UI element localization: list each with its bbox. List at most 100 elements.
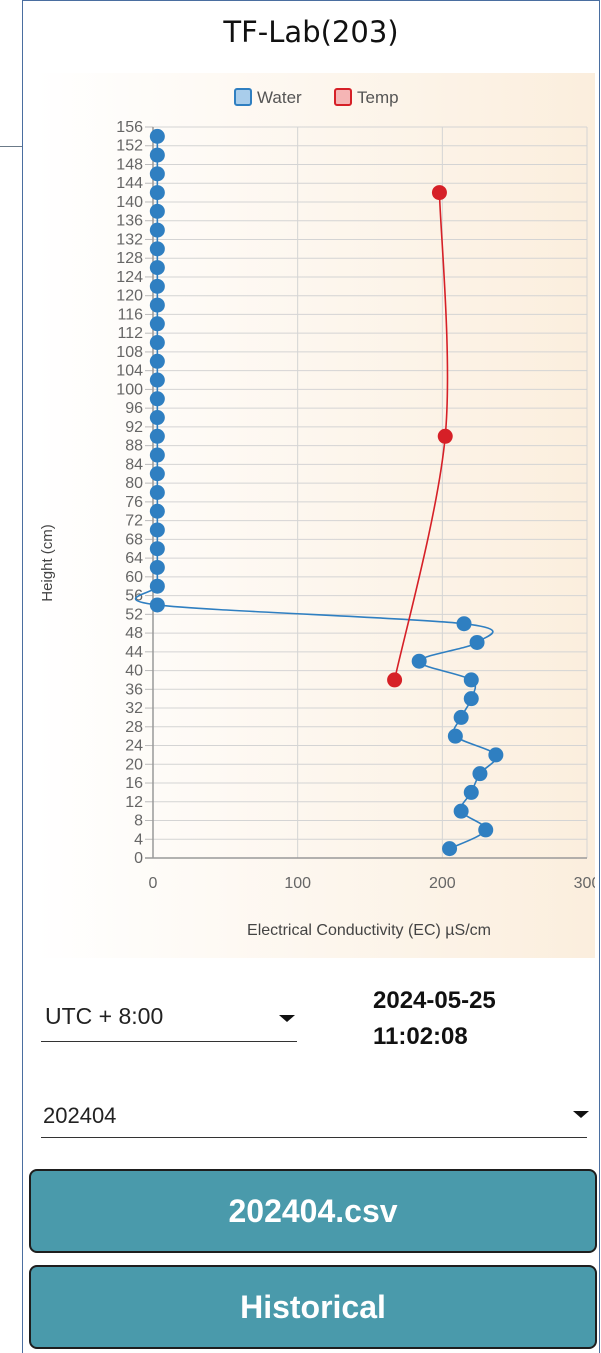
y-tick-label: 156 bbox=[116, 119, 143, 136]
y-tick-label: 52 bbox=[125, 606, 143, 623]
y-tick-label: 16 bbox=[125, 775, 143, 792]
station-panel: TF-Lab(203) 0 4 8 12 16 20 24 28 32 36 40 44 48 52 56 6… bbox=[22, 0, 600, 1353]
y-tick-label: 0 bbox=[134, 850, 143, 867]
y-tick-label: 12 bbox=[125, 794, 143, 811]
water-data-point bbox=[149, 166, 165, 182]
y-tick-label: 60 bbox=[125, 569, 143, 586]
y-tick-label: 112 bbox=[117, 325, 143, 342]
caret-down-icon bbox=[573, 1111, 589, 1118]
y-tick-label: 4 bbox=[134, 831, 143, 848]
x-tick-label: 0 bbox=[149, 875, 158, 892]
y-tick-label: 88 bbox=[125, 438, 143, 455]
y-tick-label: 76 bbox=[125, 494, 143, 511]
water-data-point bbox=[456, 616, 472, 632]
water-data-point bbox=[149, 391, 165, 407]
water-data-point bbox=[149, 503, 165, 519]
temp-data-point bbox=[387, 672, 403, 688]
y-tick-label: 140 bbox=[116, 194, 143, 211]
timezone-select[interactable]: UTC + 8:00 bbox=[41, 991, 297, 1042]
y-tick-label: 108 bbox=[116, 344, 143, 361]
water-data-point bbox=[149, 316, 165, 332]
water-data-point bbox=[149, 128, 165, 144]
water-data-point bbox=[149, 541, 165, 557]
y-tick-label: 128 bbox=[116, 250, 143, 267]
y-tick-label: 120 bbox=[116, 288, 143, 305]
y-tick-label: 136 bbox=[116, 213, 143, 230]
water-data-point bbox=[149, 147, 165, 163]
y-tick-label: 92 bbox=[125, 419, 143, 436]
x-tick-label: 200 bbox=[429, 875, 456, 892]
y-tick-label: 28 bbox=[125, 719, 143, 736]
water-data-point bbox=[149, 485, 165, 500]
y-tick-label: 8 bbox=[134, 813, 143, 830]
water-data-point bbox=[149, 447, 165, 463]
y-axis-label: Height (cm) bbox=[39, 524, 56, 602]
x-tick-label: 100 bbox=[284, 875, 311, 892]
temp-legend-swatch bbox=[334, 88, 352, 106]
y-tick-label: 40 bbox=[125, 663, 143, 680]
water-data-point bbox=[488, 747, 504, 763]
water-data-point bbox=[463, 672, 479, 688]
water-data-point bbox=[453, 803, 469, 819]
water-data-point bbox=[149, 335, 165, 351]
datetime-display: 2024-05-25 11:02:08 bbox=[373, 983, 496, 1055]
download-csv-button[interactable]: 202404.csv bbox=[29, 1169, 597, 1253]
water-data-point bbox=[469, 634, 485, 650]
water-legend-label: Water bbox=[257, 88, 302, 107]
y-tick-label: 64 bbox=[125, 550, 143, 567]
y-tick-label: 80 bbox=[125, 475, 143, 492]
y-tick-label: 104 bbox=[116, 363, 143, 380]
x-axis-label: Electrical Conductivity (EC) µS/cm bbox=[247, 922, 491, 939]
y-tick-label: 148 bbox=[116, 156, 143, 173]
y-tick-label: 116 bbox=[117, 306, 143, 323]
water-data-point bbox=[149, 410, 165, 426]
page-title: TF-Lab(203) bbox=[223, 15, 399, 49]
water-data-point bbox=[149, 466, 165, 482]
water-data-point bbox=[453, 709, 469, 725]
background-divider bbox=[0, 146, 22, 147]
water-data-point bbox=[411, 653, 427, 669]
water-data-point bbox=[463, 784, 479, 800]
water-data-point bbox=[442, 841, 458, 857]
ec-profile-chart: 0 4 8 12 16 20 24 28 32 36 40 44 48 52 56 60 64 68 72 76 80 8… bbox=[35, 73, 600, 958]
y-tick-label: 84 bbox=[125, 456, 143, 473]
y-tick-label: 96 bbox=[125, 400, 143, 417]
y-tick-label: 152 bbox=[116, 138, 143, 155]
month-select[interactable]: 202404 bbox=[41, 1091, 589, 1138]
y-tick-label: 72 bbox=[125, 513, 143, 530]
water-data-point bbox=[149, 353, 165, 369]
temp-data-point bbox=[431, 185, 447, 201]
y-tick-label: 48 bbox=[125, 625, 143, 642]
y-tick-label: 100 bbox=[116, 381, 143, 398]
water-data-point bbox=[149, 428, 165, 444]
water-data-point bbox=[149, 203, 165, 219]
water-legend-swatch bbox=[234, 88, 252, 106]
historical-button[interactable]: Historical bbox=[29, 1265, 597, 1349]
time-text: 11:02:08 bbox=[373, 1023, 468, 1050]
water-data-point bbox=[149, 222, 165, 238]
y-tick-label: 68 bbox=[125, 531, 143, 548]
y-tick-label: 56 bbox=[125, 588, 143, 605]
y-tick-label: 36 bbox=[125, 681, 143, 698]
y-tick-label: 144 bbox=[116, 175, 143, 192]
water-data-point bbox=[478, 822, 494, 838]
water-data-point bbox=[149, 559, 165, 575]
water-data-point bbox=[149, 278, 165, 294]
x-tick-label: 300 bbox=[574, 875, 595, 892]
y-tick-label: 44 bbox=[125, 644, 143, 661]
y-tick-label: 124 bbox=[116, 269, 143, 286]
water-data-point bbox=[149, 185, 165, 201]
temp-legend-label: Temp bbox=[357, 88, 399, 107]
timezone-value: UTC + 8:00 bbox=[45, 1003, 164, 1029]
water-data-point bbox=[447, 728, 463, 744]
y-tick-label: 20 bbox=[125, 756, 143, 773]
water-data-point bbox=[149, 241, 165, 257]
water-data-point bbox=[472, 766, 488, 782]
water-data-point bbox=[149, 260, 165, 276]
water-data-point bbox=[149, 522, 165, 538]
date-text: 2024-05-25 bbox=[373, 987, 496, 1014]
water-data-point bbox=[149, 578, 165, 594]
y-tick-label: 32 bbox=[125, 700, 143, 717]
caret-down-icon bbox=[279, 1015, 295, 1022]
chart-svg: 0481216202428323640444852566064687276808… bbox=[35, 73, 600, 958]
